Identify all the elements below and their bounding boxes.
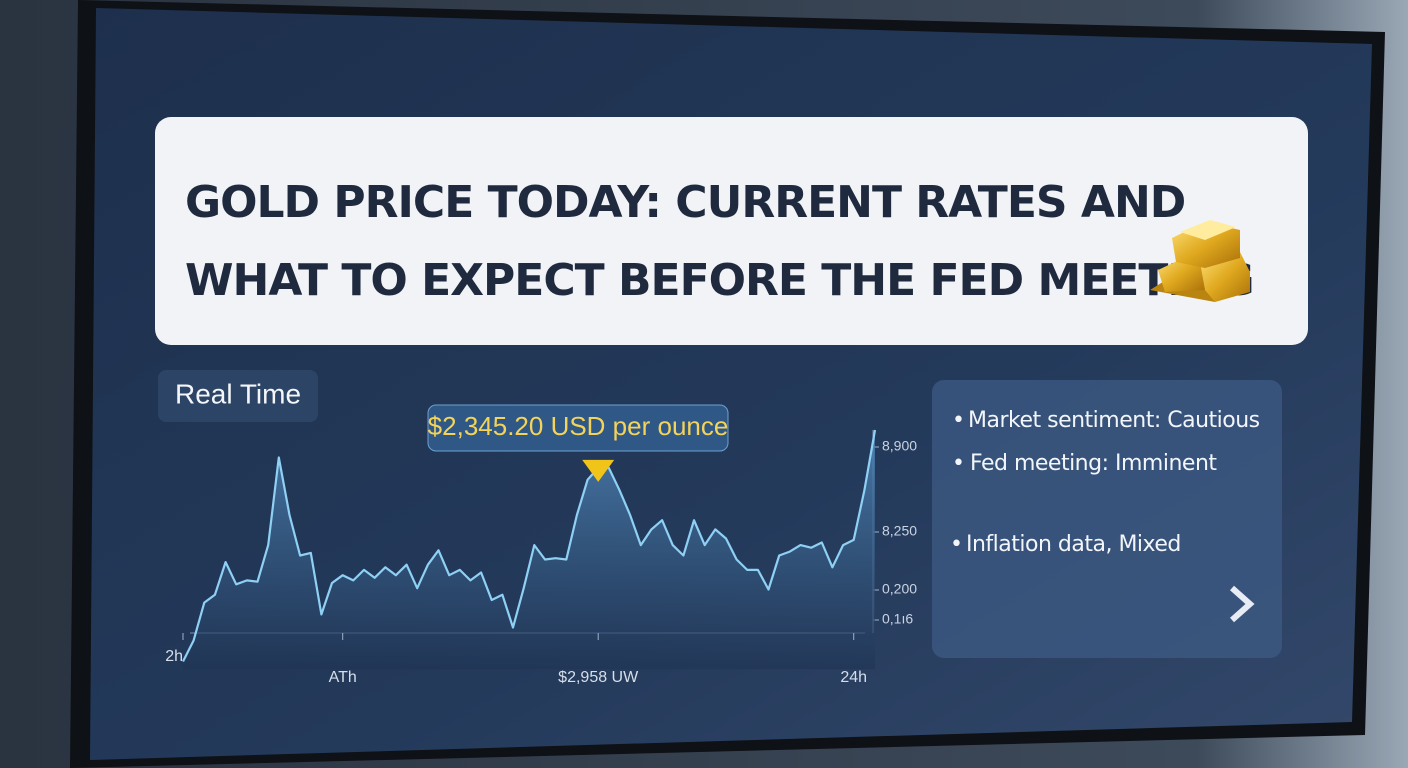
chart: 8,900 8,250 0,200 0,1ı6 2h ATh $2,958 UW 24h $2,… bbox=[165, 404, 917, 686]
price-line bbox=[182, 429, 877, 662]
next-arrow[interactable] bbox=[1230, 585, 1255, 623]
axis-annotation: 0,1ı6 bbox=[882, 611, 913, 627]
y-tick-label: 8,900 bbox=[882, 438, 917, 454]
y-tick-label: 8,250 bbox=[882, 523, 917, 539]
bullet-text: Market sentiment: Cautious bbox=[968, 408, 1260, 433]
x-tick-label: $2,958 UW bbox=[558, 669, 639, 686]
headline-line: WHAT TO EXPECT BEFORE THE FED MEETING bbox=[185, 255, 1254, 306]
bullet-dot: • bbox=[950, 532, 962, 557]
bullet-text: Fed meeting: Imminent bbox=[970, 451, 1217, 476]
headline-line: GOLD PRICE TODAY: CURRENT RATES AND bbox=[185, 177, 1185, 228]
area-fill bbox=[183, 430, 875, 670]
callout-text: $2,345.20 USD per ounce bbox=[428, 411, 729, 441]
bullet-text: Inflation data, Mixed bbox=[966, 532, 1181, 557]
badge bbox=[158, 370, 318, 422]
callout-box bbox=[427, 404, 729, 452]
bullet-dot: • bbox=[952, 451, 964, 476]
x-tick-label: 2h bbox=[165, 648, 183, 665]
x-tick-label: ATh bbox=[329, 669, 357, 686]
headline-card bbox=[155, 117, 1308, 345]
info-panel bbox=[932, 380, 1282, 658]
axis-annotation: 0,200 bbox=[882, 581, 917, 597]
gold-bars-icon bbox=[1150, 220, 1250, 302]
bullet-dot: • bbox=[952, 408, 964, 433]
callout-pointer bbox=[582, 459, 615, 482]
badge-text: Real Time bbox=[175, 378, 301, 409]
x-tick-label: 24h bbox=[840, 669, 867, 686]
